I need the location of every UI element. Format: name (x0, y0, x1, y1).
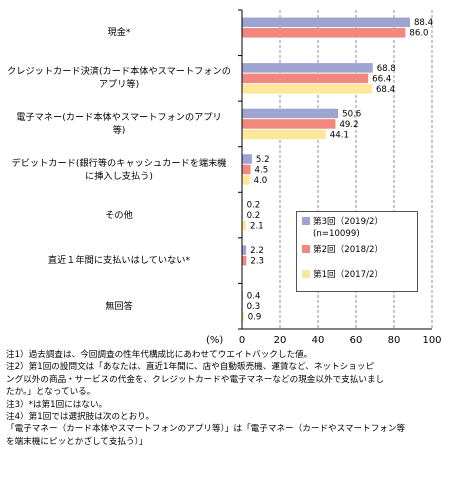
legend-label: 第3回（2019/2） (n=10099) (313, 216, 383, 240)
data-label: 50.6 (342, 109, 361, 119)
footnote-line: 注2）第1回の設問文は「あなたは、直近1年間に、店や自動販売機、運賃など、ネット… (6, 362, 375, 373)
legend-swatch (302, 245, 310, 253)
data-label: 44.1 (330, 130, 349, 140)
data-label: 0.3 (247, 302, 261, 312)
data-label: 68.8 (377, 64, 396, 74)
data-label: 0.2 (247, 211, 261, 221)
data-label: 4.5 (255, 165, 269, 175)
bar-chart: 0 20 40 60 80 100 88.486.0 68.866.468.4 50.649.2… (238, 9, 442, 346)
bar (242, 164, 251, 175)
category-label-line: アプリ等) (98, 79, 140, 91)
footnote-line: 注3）*は第1回にはない。 (6, 399, 108, 410)
category-label-line: 電子マネー(カード本体やスマートフォンのアプリ (16, 111, 222, 123)
unit-label: (%) (206, 335, 224, 346)
bar (242, 17, 410, 28)
footnotes: 注1）過去調査は、今回調査の性年代構成比にあわせてウエイトバックした値。注2）第… (6, 349, 458, 448)
legend-item: 第1回（2017/2） (302, 269, 383, 281)
x-tick-label: 0 (239, 335, 245, 346)
x-tick-label: 80 (388, 335, 401, 346)
legend-item: 第3回（2019/2） (n=10099) (302, 216, 383, 240)
category-label: 電子マネー(カード本体やスマートフォンのアプリ 等) (2, 111, 236, 137)
data-label: 49.2 (339, 120, 358, 130)
footnote-line: 注4）第1回では選択肢は次のとおり。 (6, 412, 155, 423)
category-label-line: 現金* (107, 27, 131, 39)
legend-label-line: 第1回（2017/2） (313, 270, 384, 280)
bar (242, 245, 247, 255)
bar (242, 84, 372, 94)
category-label-line: クレジットカード決済(カード本体やスマートフォンの (7, 66, 231, 78)
category-label: クレジットカード決済(カード本体やスマートフォンの アプリ等) (2, 65, 236, 91)
data-label: 2.1 (250, 222, 264, 232)
bar (242, 28, 406, 38)
legend-swatch (302, 217, 310, 225)
category-label-line: 直近１年間に支払いはしていない* (47, 255, 191, 267)
data-label: 2.2 (250, 246, 264, 256)
legend-label-line: (n=10099) (313, 229, 360, 239)
bar (242, 63, 373, 73)
footnote-line: ング以外の商品・サービスの代金を、クレジットカードや電子マネーなどの現金以外で支… (6, 374, 385, 385)
category-label: 直近１年間に支払いはしていない* (2, 254, 236, 267)
bar (242, 311, 244, 322)
footnote-line: 注1）過去調査は、今回調査の性年代構成比にあわせてウエイトバックした値。 (6, 350, 313, 360)
data-label: 86.0 (409, 29, 428, 39)
data-label: 66.4 (372, 74, 391, 84)
category-label-line: 等) (112, 124, 126, 136)
footnote-line: 「電子マネー（カード本体やスマートフォンのアプリ等）」は「電子マネー（カードやス… (6, 424, 406, 435)
x-tick-label: 20 (274, 335, 287, 346)
x-tick-label: 60 (350, 335, 363, 346)
data-label: 0.4 (247, 292, 261, 302)
category-label-line: デビットカード(銀行等のキャッシュカードを端末機 (11, 157, 227, 169)
category-label: デビットカード(銀行等のキャッシュカードを端末機 に挿入し支払う) (2, 157, 236, 183)
x-tick-label: 100 (422, 335, 441, 346)
data-label: 88.4 (414, 18, 433, 28)
legend-label-line: 第2回（2018/2） (313, 245, 384, 255)
footnote-line: たか。」となっている。 (6, 387, 96, 398)
data-label: 4.0 (254, 176, 268, 186)
bar (242, 255, 247, 266)
bar (242, 119, 336, 129)
bar (242, 108, 339, 119)
category-label-line: 無回答 (105, 300, 133, 312)
data-label: 5.2 (256, 155, 270, 165)
category-label-line: に挿入し支払う) (85, 170, 153, 182)
legend-label-line: 第3回（2019/2） (313, 217, 384, 227)
x-tick-label: 40 (312, 335, 325, 346)
category-label: 無回答 (2, 300, 236, 313)
bar (242, 154, 252, 164)
category-label: その他 (2, 209, 236, 222)
bar (242, 175, 250, 185)
data-label: 0.9 (248, 313, 262, 323)
data-label: 68.4 (376, 85, 395, 95)
legend-item: 第2回（2018/2） (302, 244, 383, 256)
data-label: 0.2 (247, 201, 261, 211)
category-label: 現金* (2, 26, 236, 39)
legend-label: 第1回（2017/2） (313, 269, 383, 281)
category-label-line: その他 (105, 209, 133, 221)
bar (242, 73, 369, 84)
legend-swatch (302, 270, 310, 278)
chart-legend: 第3回（2019/2） (n=10099) 第2回（2018/2） 第1回（2017/… (296, 211, 418, 292)
bar (242, 220, 246, 231)
data-label: 2.3 (250, 257, 264, 267)
legend-label: 第2回（2018/2） (313, 244, 383, 256)
bar (242, 129, 326, 140)
footnote-line: を端末機にピッとかざして支払う）」 (6, 436, 148, 447)
